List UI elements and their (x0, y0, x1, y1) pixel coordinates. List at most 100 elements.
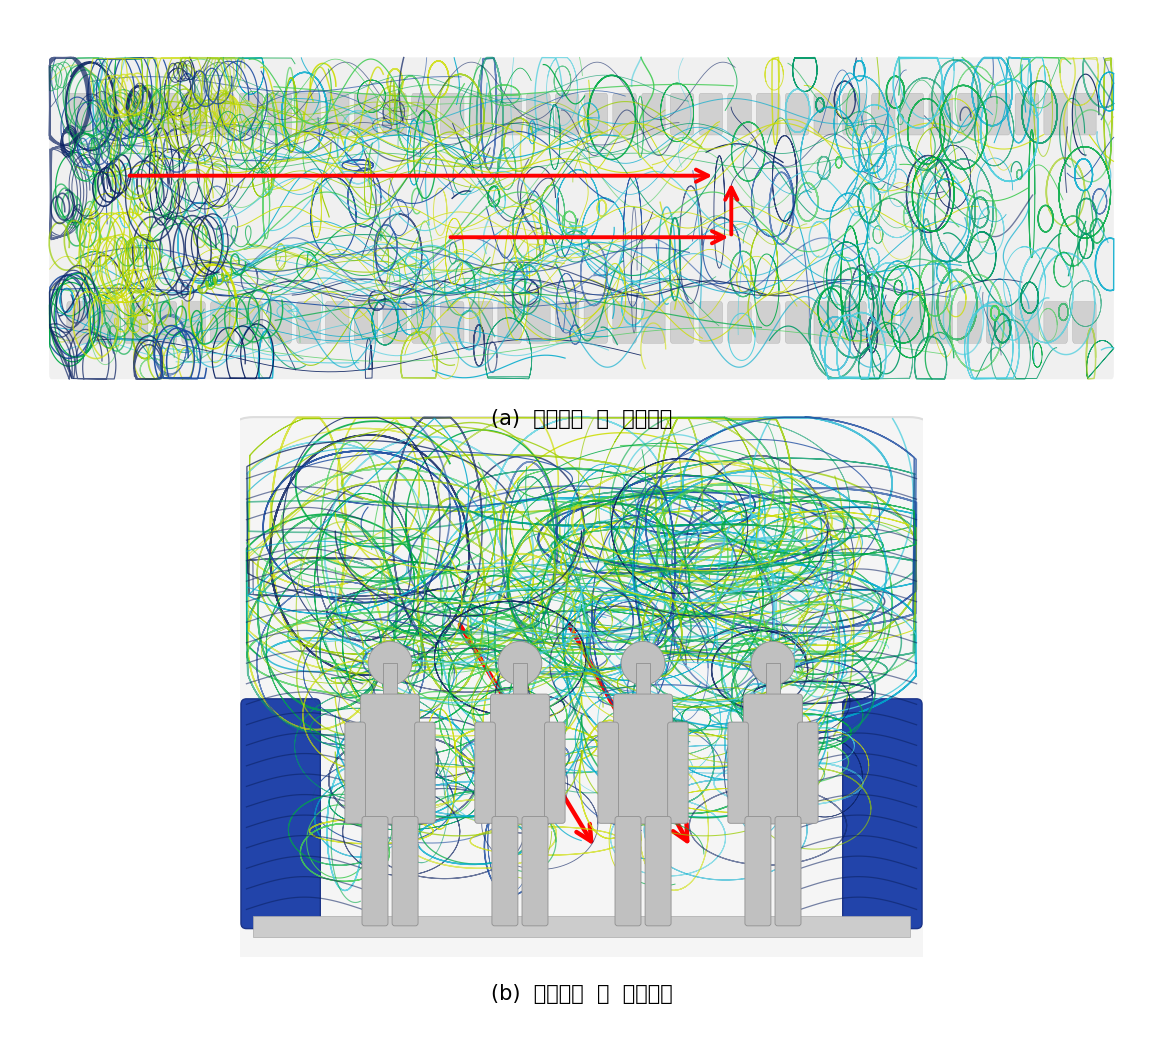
FancyBboxPatch shape (728, 94, 751, 135)
FancyBboxPatch shape (785, 302, 808, 343)
FancyBboxPatch shape (756, 302, 780, 343)
FancyBboxPatch shape (226, 417, 937, 965)
FancyBboxPatch shape (814, 302, 837, 343)
FancyBboxPatch shape (544, 722, 565, 824)
FancyBboxPatch shape (843, 302, 866, 343)
FancyBboxPatch shape (49, 58, 1114, 379)
Circle shape (369, 642, 412, 685)
FancyBboxPatch shape (614, 694, 672, 824)
FancyBboxPatch shape (297, 302, 320, 343)
FancyBboxPatch shape (814, 94, 837, 135)
FancyBboxPatch shape (181, 94, 206, 135)
FancyBboxPatch shape (1015, 302, 1039, 343)
FancyBboxPatch shape (124, 94, 148, 135)
FancyBboxPatch shape (267, 94, 292, 135)
FancyBboxPatch shape (843, 699, 922, 929)
FancyBboxPatch shape (475, 722, 495, 824)
FancyBboxPatch shape (645, 816, 671, 926)
FancyBboxPatch shape (642, 302, 665, 343)
Circle shape (621, 642, 665, 685)
FancyBboxPatch shape (668, 722, 688, 824)
FancyBboxPatch shape (957, 302, 982, 343)
FancyBboxPatch shape (798, 722, 818, 824)
FancyBboxPatch shape (986, 302, 1009, 343)
FancyBboxPatch shape (211, 302, 234, 343)
FancyBboxPatch shape (584, 94, 607, 135)
FancyBboxPatch shape (1044, 94, 1068, 135)
FancyBboxPatch shape (95, 302, 119, 343)
FancyBboxPatch shape (871, 94, 896, 135)
FancyBboxPatch shape (613, 302, 636, 343)
FancyBboxPatch shape (613, 94, 636, 135)
FancyBboxPatch shape (670, 94, 694, 135)
FancyBboxPatch shape (871, 302, 896, 343)
Bar (636, 664, 650, 697)
FancyBboxPatch shape (642, 94, 665, 135)
Bar (513, 664, 527, 697)
FancyBboxPatch shape (383, 302, 407, 343)
FancyBboxPatch shape (355, 94, 378, 135)
FancyBboxPatch shape (412, 302, 435, 343)
FancyBboxPatch shape (598, 722, 619, 824)
FancyBboxPatch shape (900, 302, 923, 343)
FancyBboxPatch shape (241, 699, 320, 929)
FancyBboxPatch shape (584, 302, 607, 343)
FancyBboxPatch shape (843, 94, 866, 135)
FancyBboxPatch shape (154, 94, 177, 135)
FancyBboxPatch shape (745, 816, 771, 926)
FancyBboxPatch shape (124, 302, 148, 343)
FancyBboxPatch shape (326, 302, 349, 343)
FancyBboxPatch shape (1044, 302, 1068, 343)
Text: (b)  정면에서  본  유선분포: (b) 정면에서 본 유선분포 (491, 984, 672, 1005)
FancyBboxPatch shape (1072, 94, 1097, 135)
FancyBboxPatch shape (412, 94, 435, 135)
Circle shape (498, 642, 542, 685)
FancyBboxPatch shape (267, 302, 292, 343)
FancyBboxPatch shape (362, 816, 388, 926)
FancyBboxPatch shape (441, 94, 464, 135)
Text: (a)  평면에서  본  유선분포: (a) 평면에서 본 유선분포 (491, 408, 672, 429)
FancyBboxPatch shape (498, 94, 521, 135)
FancyBboxPatch shape (492, 816, 518, 926)
FancyBboxPatch shape (469, 302, 493, 343)
FancyBboxPatch shape (900, 94, 923, 135)
FancyBboxPatch shape (491, 694, 549, 824)
FancyBboxPatch shape (527, 94, 550, 135)
FancyBboxPatch shape (345, 722, 365, 824)
FancyBboxPatch shape (469, 94, 493, 135)
FancyBboxPatch shape (929, 302, 952, 343)
Bar (766, 664, 780, 697)
FancyBboxPatch shape (383, 94, 407, 135)
FancyBboxPatch shape (929, 94, 952, 135)
FancyBboxPatch shape (670, 302, 694, 343)
FancyBboxPatch shape (1072, 302, 1097, 343)
FancyBboxPatch shape (392, 816, 418, 926)
FancyBboxPatch shape (556, 94, 579, 135)
FancyBboxPatch shape (728, 302, 751, 343)
FancyBboxPatch shape (699, 302, 722, 343)
FancyBboxPatch shape (181, 302, 206, 343)
FancyBboxPatch shape (66, 302, 91, 343)
Circle shape (751, 642, 794, 685)
FancyBboxPatch shape (326, 94, 349, 135)
FancyBboxPatch shape (297, 94, 320, 135)
FancyBboxPatch shape (355, 302, 378, 343)
FancyBboxPatch shape (728, 722, 748, 824)
FancyBboxPatch shape (441, 302, 464, 343)
FancyBboxPatch shape (986, 94, 1009, 135)
FancyBboxPatch shape (522, 816, 548, 926)
FancyBboxPatch shape (361, 694, 420, 824)
FancyBboxPatch shape (775, 816, 801, 926)
FancyBboxPatch shape (95, 94, 119, 135)
FancyBboxPatch shape (527, 302, 550, 343)
Bar (254, 916, 909, 937)
FancyBboxPatch shape (154, 302, 177, 343)
FancyBboxPatch shape (743, 694, 802, 824)
FancyBboxPatch shape (556, 302, 579, 343)
FancyBboxPatch shape (756, 94, 780, 135)
FancyBboxPatch shape (699, 94, 722, 135)
FancyBboxPatch shape (615, 816, 641, 926)
FancyBboxPatch shape (785, 94, 808, 135)
FancyBboxPatch shape (240, 94, 263, 135)
FancyBboxPatch shape (211, 94, 234, 135)
